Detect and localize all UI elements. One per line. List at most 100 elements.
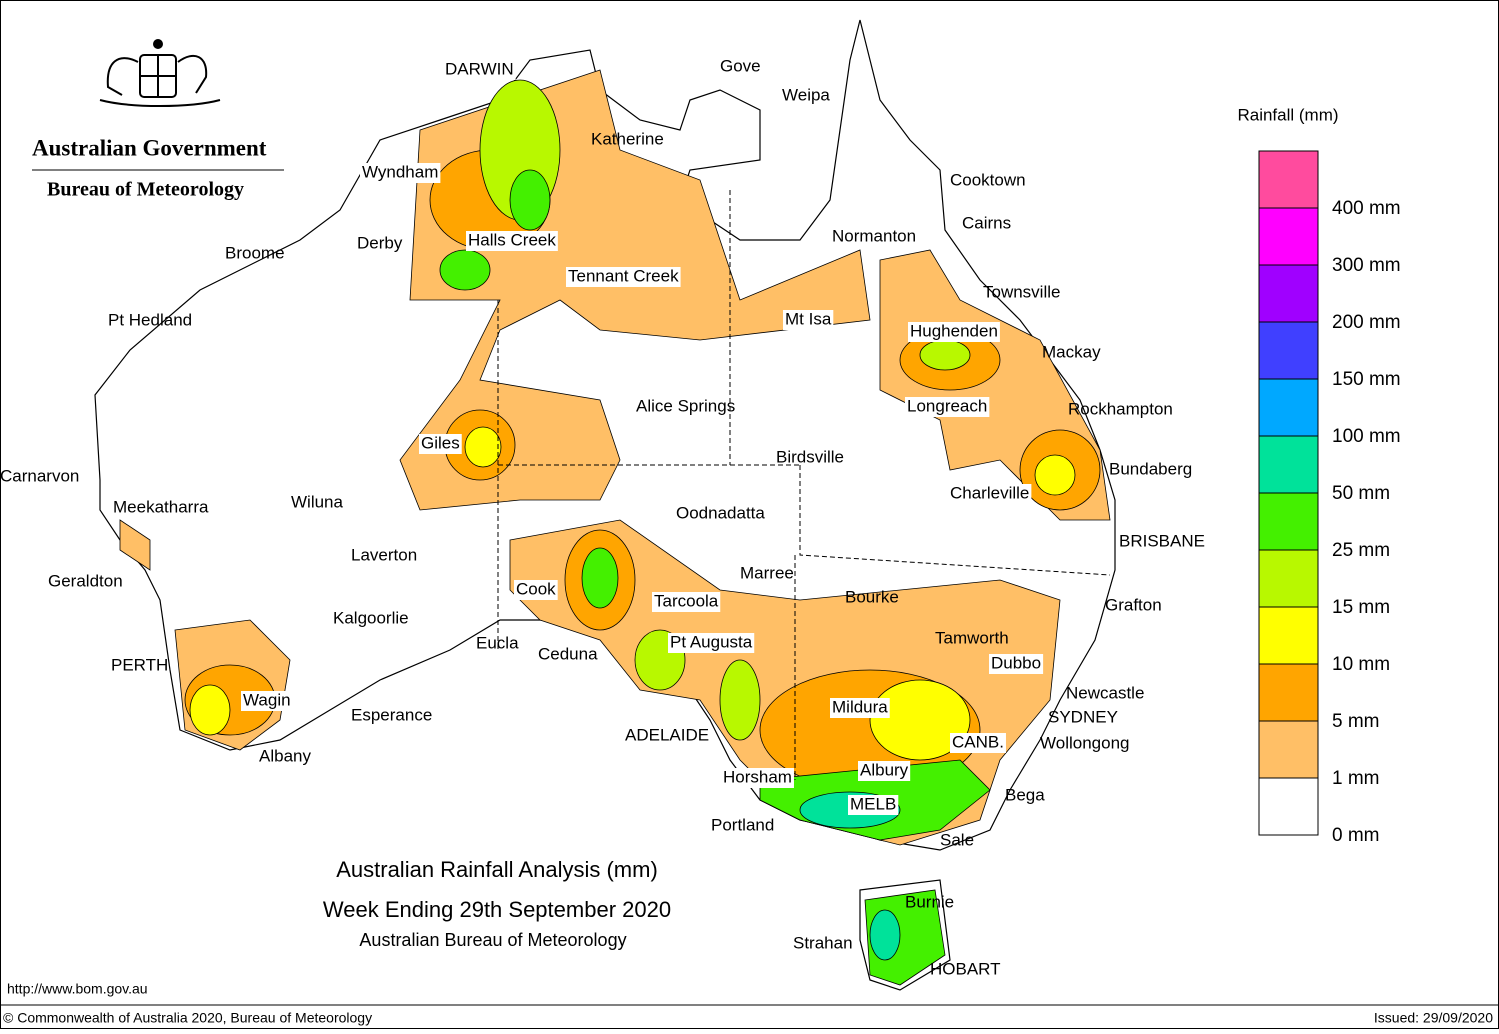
label-box: [830, 698, 890, 718]
place-label: Normanton: [832, 226, 916, 245]
legend-swatch: [1258, 606, 1319, 665]
place-label: Oodnadatta: [676, 503, 765, 522]
place-label: Cook: [516, 579, 556, 598]
place-label: Burnie: [905, 892, 954, 911]
place-label: Albany: [259, 746, 311, 765]
place-label: Meekatharra: [113, 497, 209, 516]
place-label: Hughenden: [910, 321, 998, 340]
legend-swatch: [1258, 492, 1319, 551]
legend: Rainfall (mm) 400 mm 300 mm 200 mm 150 mm 10…: [1237, 105, 1400, 846]
place-label: Marree: [740, 563, 794, 582]
place-label: Geraldton: [48, 571, 123, 590]
place-label: Grafton: [1105, 595, 1162, 614]
legend-title: Rainfall (mm): [1237, 105, 1338, 124]
label-box: [948, 484, 1032, 504]
rainfall-areas: [119, 69, 1111, 986]
legend-label: 200 mm: [1332, 312, 1401, 333]
label-box: [858, 761, 911, 781]
legend-label: 300 mm: [1332, 255, 1401, 276]
place-label: BRISBANE: [1119, 531, 1205, 550]
url: http://www.bom.gov.au: [7, 981, 148, 997]
place-label: Birdsville: [776, 447, 844, 466]
place-label: Cooktown: [950, 170, 1026, 189]
place-label: Eucla: [476, 633, 519, 652]
place-label: Rockhampton: [1068, 399, 1173, 418]
place-label: Strahan: [793, 933, 853, 952]
legend-swatch: [1258, 207, 1319, 266]
place-label: Wyndham: [362, 162, 438, 181]
place-label: CANB.: [952, 732, 1004, 751]
place-label: Bega: [1005, 785, 1045, 804]
legend-label: 0 mm: [1332, 825, 1380, 846]
label-box: [905, 397, 990, 417]
place-label: Alice Springs: [636, 396, 735, 415]
label-box: [848, 795, 899, 815]
legend-label: 10 mm: [1332, 654, 1390, 675]
place-label: PERTH: [111, 655, 168, 674]
place-label: Halls Creek: [468, 230, 556, 249]
place-label: Portland: [711, 815, 774, 834]
label-box: [419, 434, 462, 454]
place-label: Sale: [940, 830, 974, 849]
place-label: Tamworth: [935, 628, 1009, 647]
label-box: [950, 733, 1006, 753]
place-label: Carnarvon: [0, 466, 79, 485]
label-box: [241, 691, 293, 711]
label-box: [623, 726, 712, 746]
place-label: Wiluna: [291, 492, 344, 511]
place-label: HOBART: [930, 959, 1001, 978]
place-label: Wollongong: [1040, 733, 1129, 752]
place-label: ADELAIDE: [625, 725, 709, 744]
label-box: [783, 310, 834, 330]
government-name: Australian Government: [32, 135, 267, 160]
copyright: © Commonwealth of Australia 2020, Bureau…: [3, 1010, 372, 1026]
legend-swatch: [1258, 663, 1319, 722]
place-label: Laverton: [351, 545, 417, 564]
legend-label: 150 mm: [1332, 369, 1401, 390]
legend-label: 15 mm: [1332, 597, 1390, 618]
label-box: [989, 654, 1044, 674]
place-labels: DARWIN Gove Weipa Katherine Wyndham Cooktown D…: [0, 56, 1205, 978]
place-label: Bourke: [845, 587, 899, 606]
place-label: Weipa: [782, 85, 830, 104]
place-label: Broome: [225, 243, 285, 262]
place-label: Katherine: [591, 129, 664, 148]
label-box: [566, 267, 681, 287]
place-label: Mackay: [1042, 342, 1101, 361]
place-label: Bundaberg: [1109, 459, 1192, 478]
legend-label: 100 mm: [1332, 426, 1401, 447]
bureau-name: Bureau of Meteorology: [47, 179, 244, 201]
legend-swatch: [1258, 264, 1319, 323]
label-box: [443, 60, 516, 80]
place-label: Newcastle: [1066, 683, 1144, 702]
legend-swatch: [1258, 321, 1319, 380]
place-label: Wagin: [243, 690, 291, 709]
place-label: Longreach: [907, 396, 987, 415]
place-label: Tarcoola: [654, 591, 719, 610]
label-box: [360, 163, 441, 183]
place-label: Charleville: [950, 483, 1029, 502]
place-label: Giles: [421, 433, 460, 452]
label-box: [721, 768, 794, 788]
place-label: Kalgoorlie: [333, 608, 409, 627]
legend-label: 50 mm: [1332, 483, 1390, 504]
legend-swatch: [1258, 720, 1319, 779]
place-label: Esperance: [351, 705, 432, 724]
legend-label: 25 mm: [1332, 540, 1390, 561]
legend-label: 400 mm: [1332, 198, 1401, 219]
place-label: DARWIN: [445, 59, 514, 78]
place-label: SYDNEY: [1048, 707, 1118, 726]
label-box: [908, 322, 1000, 342]
place-label: Dubbo: [991, 653, 1041, 672]
place-label: Ceduna: [538, 644, 598, 663]
place-label: Pt Hedland: [108, 310, 192, 329]
place-label: Gove: [720, 56, 761, 75]
legend-label: 1 mm: [1332, 768, 1380, 789]
place-label: MELB: [850, 794, 896, 813]
label-box: [652, 592, 721, 612]
label-box: [668, 633, 755, 653]
map-title: Australian Rainfall Analysis (mm): [336, 857, 658, 882]
state-borders: [497, 190, 1111, 780]
legend-swatch: [1258, 378, 1319, 437]
